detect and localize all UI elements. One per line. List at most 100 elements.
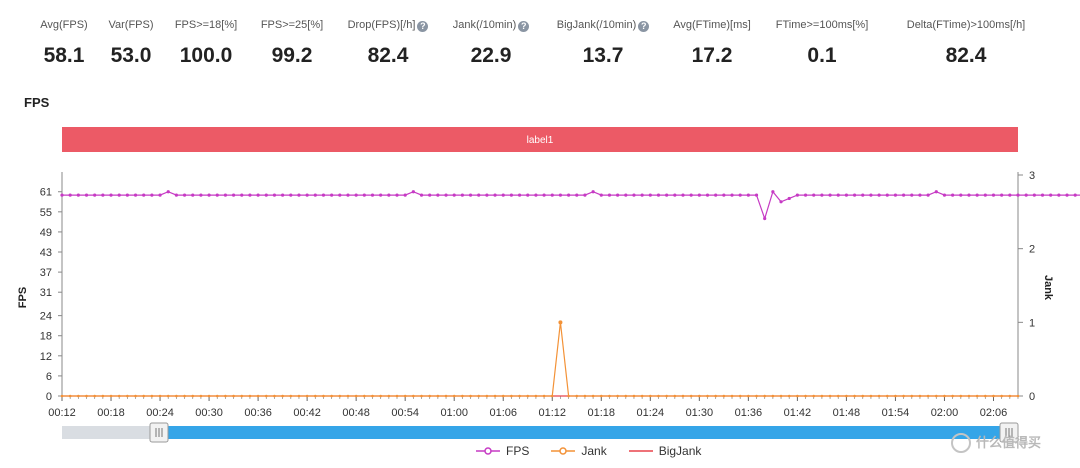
stat-label-text: Drop(FPS)[/h]	[347, 19, 416, 31]
fps-point	[133, 193, 138, 197]
fps-point	[624, 193, 628, 197]
fps-point	[1073, 193, 1077, 197]
fps-point	[387, 193, 391, 197]
help-icon[interactable]: ?	[518, 21, 530, 32]
section-title: FPS	[24, 95, 50, 110]
fps-point	[158, 193, 162, 197]
jank-point	[934, 394, 938, 398]
jank-point	[649, 394, 652, 398]
jank-point	[387, 394, 391, 398]
jank-point	[420, 394, 423, 398]
fps-point	[370, 193, 375, 197]
zoom-slider-selection[interactable]	[159, 426, 1009, 439]
y-left-axis-title: FPS	[17, 287, 29, 308]
jank-point	[534, 394, 538, 398]
jank-point	[428, 394, 431, 398]
y-left-tick-label: 37	[40, 267, 52, 279]
stat-5: Jank(/10min)? 22.9	[421, 14, 561, 76]
jank-point	[845, 394, 848, 398]
legend-bigjank-swatch	[628, 450, 653, 452]
jank-point	[657, 394, 660, 398]
legend-label-bigjank: BigJank	[658, 444, 702, 458]
stat-value: 22.9	[470, 44, 512, 67]
jank-point	[698, 394, 701, 398]
fps-point	[746, 193, 750, 197]
jank-point	[558, 320, 563, 325]
fps-point	[517, 193, 522, 197]
jank-point	[608, 394, 611, 398]
jank-point	[877, 394, 881, 398]
fps-point	[428, 193, 432, 197]
x-tick-label: 00:36	[244, 407, 272, 419]
legend-item-bigjank[interactable]: BigJank	[628, 444, 702, 458]
y-left-tick-label: 43	[40, 247, 52, 259]
jank-point	[550, 394, 554, 398]
jank-point	[158, 394, 162, 398]
fps-point	[68, 193, 72, 197]
zoom-slider-left-handle[interactable]	[149, 422, 169, 443]
stat-0: Avg(FPS) 58.1	[0, 14, 134, 76]
jank-point	[926, 394, 930, 398]
jank-point	[796, 394, 799, 398]
fps-point	[231, 193, 236, 197]
fps-point	[305, 193, 309, 197]
fps-point	[673, 193, 677, 197]
fps-point	[174, 193, 178, 197]
fps-point	[248, 193, 252, 197]
help-icon[interactable]: ?	[638, 21, 650, 32]
y-left-tick-label: 49	[40, 227, 52, 239]
fps-point	[877, 193, 881, 197]
help-icon[interactable]: ?	[417, 21, 429, 32]
jank-point	[812, 394, 816, 398]
fps-point	[828, 193, 832, 197]
jank-point	[379, 394, 382, 398]
jank-point	[894, 394, 897, 398]
x-tick-label: 01:18	[588, 407, 616, 419]
fps-point	[1049, 193, 1053, 197]
jank-point	[951, 394, 954, 398]
legend-item-jank[interactable]: Jank	[551, 444, 607, 458]
jank-point	[575, 394, 579, 398]
fps-point	[346, 193, 350, 197]
legend-item-fps[interactable]: FPS	[476, 444, 529, 458]
jank-point	[820, 394, 824, 398]
jank-point	[885, 394, 889, 398]
zoom-slider-right-handle[interactable]	[999, 422, 1019, 443]
fps-point	[395, 193, 399, 197]
stat-label-text: Avg(FPS)	[40, 19, 88, 31]
jank-point	[910, 394, 914, 398]
fps-point	[142, 193, 146, 197]
fps-point	[836, 193, 840, 197]
x-tick-label: 00:24	[146, 407, 174, 419]
stat-label-text: FPS>=18[%]	[174, 19, 238, 31]
jank-point	[150, 394, 154, 398]
fps-point	[959, 193, 963, 197]
jank-point	[861, 394, 865, 398]
x-tick-label: 01:54	[882, 407, 910, 419]
fps-point	[1040, 193, 1045, 197]
fps-point	[281, 193, 285, 197]
fps-point	[125, 193, 129, 197]
jank-point	[828, 394, 832, 398]
stat-4: Drop(FPS)[/h]? 82.4	[318, 14, 458, 76]
y-right-tick-label: 0	[1029, 391, 1035, 403]
stats-bar: Avg(FPS) 58.1 Var(FPS) 53.0 FPS>=18[%] 100.0 F…	[0, 0, 1080, 90]
jank-point	[869, 394, 873, 398]
jank-point	[738, 394, 742, 398]
stat-label-text: Jank(/10min)	[452, 19, 517, 31]
fps-point	[779, 200, 783, 204]
jank-point	[363, 394, 366, 398]
jank-point	[395, 394, 399, 398]
fps-point	[566, 193, 571, 197]
watermark: 什么值得买	[951, 432, 1041, 453]
jank-point	[706, 394, 709, 398]
jank-point	[166, 394, 170, 398]
fps-point	[754, 193, 759, 197]
fps-point	[951, 193, 955, 197]
jank-point	[469, 394, 472, 398]
stat-label-text: Delta(FTime)>100ms[/h]	[906, 19, 1026, 31]
fps-point	[1057, 193, 1061, 197]
jank-point	[787, 394, 791, 398]
fps-point	[1024, 193, 1028, 197]
jank-point	[836, 394, 840, 398]
